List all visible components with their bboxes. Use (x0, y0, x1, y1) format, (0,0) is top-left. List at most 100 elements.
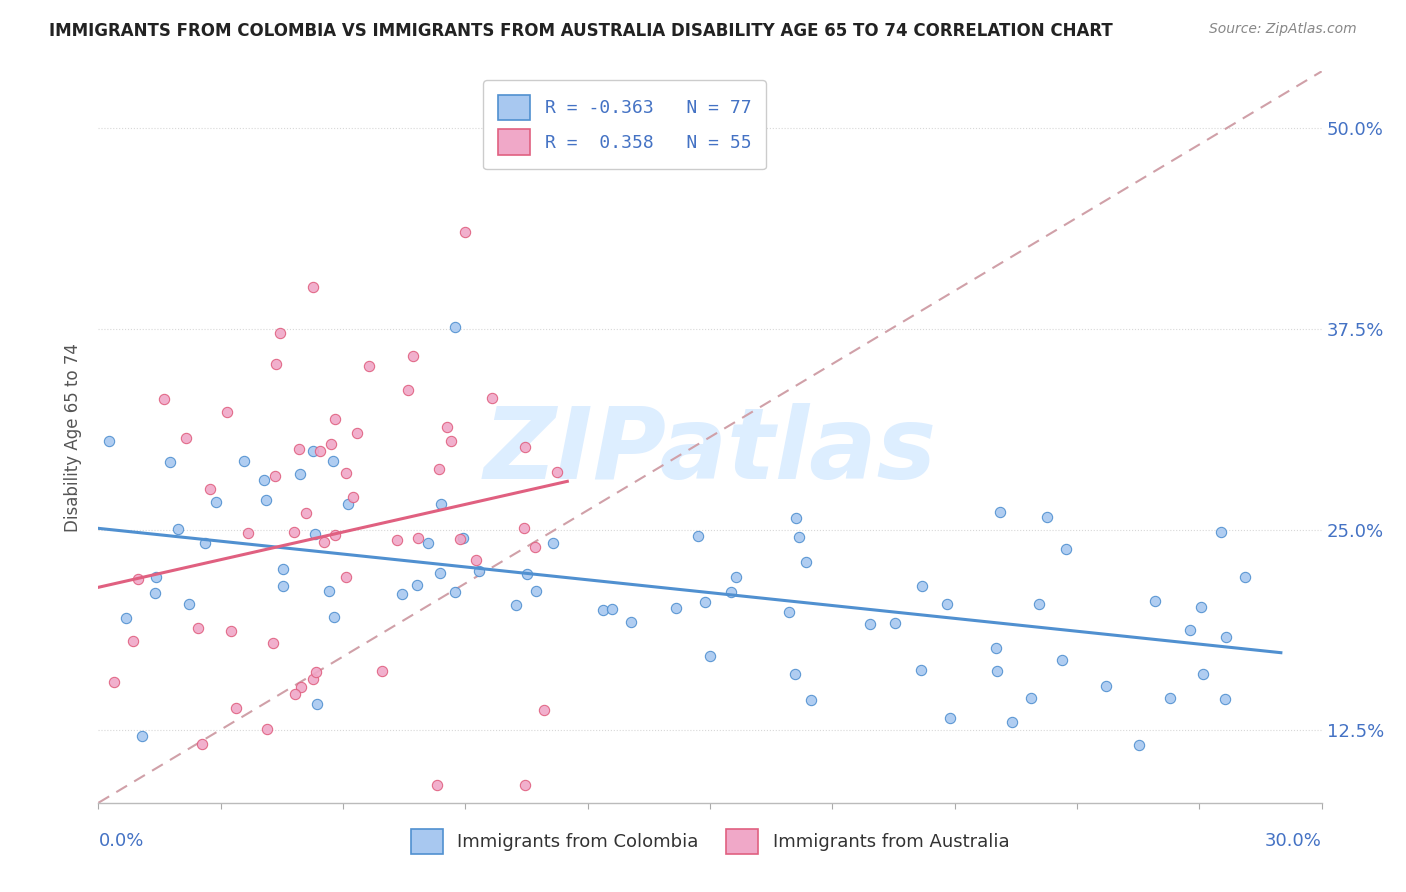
Point (256, 722, 278, 736)
Point (391, 587, 413, 601)
Point (127, 572, 149, 586)
Point (318, 583, 340, 598)
Point (302, 444, 325, 458)
Text: 0.0%: 0.0% (98, 832, 143, 850)
Point (283, 524, 305, 539)
Point (143, 586, 166, 600)
Point (416, 536, 439, 550)
Point (686, 529, 709, 543)
Point (449, 533, 471, 547)
Point (322, 453, 344, 467)
Point (295, 506, 318, 520)
Point (910, 663, 932, 677)
Point (357, 359, 380, 373)
Point (194, 535, 217, 549)
Point (794, 555, 817, 569)
Point (190, 738, 212, 752)
Point (935, 597, 957, 611)
Text: Source: ZipAtlas.com: Source: ZipAtlas.com (1209, 22, 1357, 37)
Point (288, 467, 311, 482)
Point (524, 540, 547, 554)
Point (468, 565, 491, 579)
Point (1215, 630, 1237, 644)
Point (665, 601, 688, 615)
Point (939, 711, 962, 725)
Point (319, 437, 342, 451)
Point (481, 391, 503, 405)
Point (984, 641, 1007, 656)
Point (204, 495, 226, 509)
Point (800, 693, 823, 707)
Point (1050, 652, 1073, 666)
Point (342, 490, 364, 504)
Point (337, 497, 360, 511)
Point (443, 320, 465, 334)
Point (988, 505, 1011, 519)
Point (426, 778, 449, 792)
Point (406, 531, 429, 545)
Point (402, 349, 425, 363)
Point (322, 610, 344, 624)
Point (335, 570, 357, 584)
Point (453, 531, 475, 545)
Point (305, 665, 328, 679)
Point (429, 566, 451, 580)
Text: ZIPatlas: ZIPatlas (484, 403, 936, 500)
Point (778, 605, 800, 619)
Point (396, 383, 419, 397)
Point (153, 392, 176, 407)
Point (309, 444, 332, 458)
Legend: Immigrants from Colombia, Immigrants from Australia: Immigrants from Colombia, Immigrants fro… (398, 816, 1022, 867)
Point (238, 526, 260, 541)
Point (1180, 623, 1202, 637)
Point (187, 622, 209, 636)
Point (271, 579, 294, 593)
Point (440, 434, 463, 448)
Point (600, 602, 623, 616)
Point (1128, 738, 1150, 752)
Point (115, 611, 138, 625)
Point (301, 673, 323, 687)
Point (883, 616, 905, 631)
Point (515, 440, 537, 454)
Point (1036, 510, 1059, 524)
Point (1159, 691, 1181, 706)
Point (159, 455, 181, 469)
Text: 30.0%: 30.0% (1265, 832, 1322, 850)
Point (264, 358, 287, 372)
Point (1189, 599, 1212, 614)
Point (325, 412, 347, 426)
Point (145, 570, 167, 584)
Point (122, 633, 145, 648)
Point (986, 664, 1008, 678)
Point (166, 522, 188, 536)
Point (427, 462, 450, 476)
Point (505, 598, 527, 612)
Point (284, 688, 307, 702)
Point (724, 570, 747, 584)
Point (232, 454, 254, 468)
Point (1192, 667, 1215, 681)
Point (699, 649, 721, 664)
Point (620, 615, 643, 630)
Point (1234, 570, 1257, 584)
Point (1021, 691, 1043, 706)
Point (785, 511, 807, 525)
Point (346, 425, 368, 440)
Point (1001, 714, 1024, 729)
Point (465, 553, 488, 567)
Point (198, 483, 221, 497)
Point (911, 579, 934, 593)
Point (541, 536, 564, 550)
Point (225, 701, 247, 715)
Point (290, 681, 312, 695)
Point (1144, 594, 1167, 608)
Point (524, 584, 547, 599)
Point (177, 598, 200, 612)
Point (263, 469, 285, 483)
Point (1054, 541, 1077, 556)
Point (271, 562, 294, 576)
Point (335, 466, 357, 480)
Point (592, 603, 614, 617)
Point (305, 697, 328, 711)
